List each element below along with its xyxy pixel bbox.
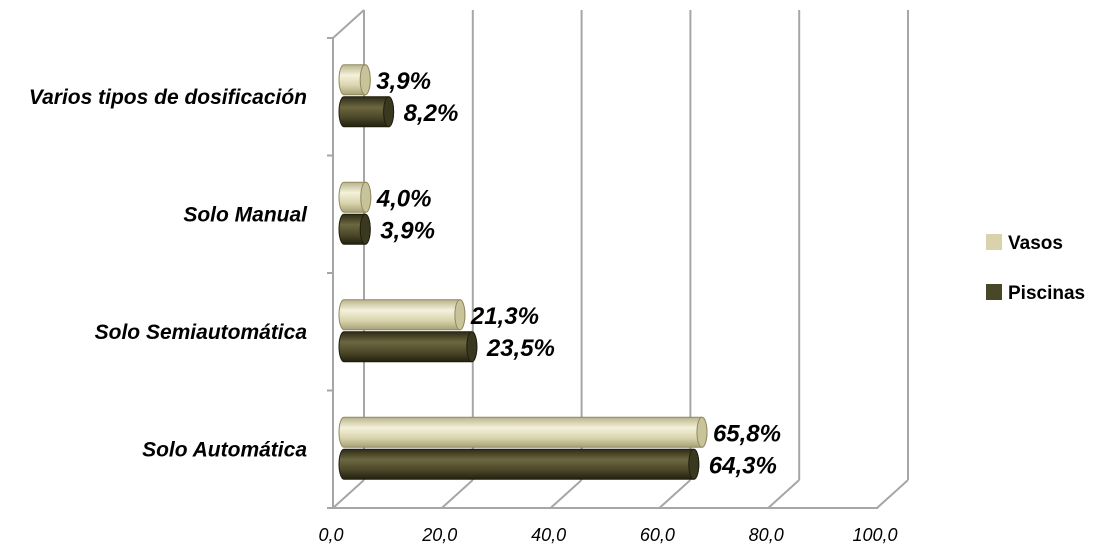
bar	[338, 448, 700, 480]
bar-cap	[688, 448, 700, 480]
legend-label: Piscinas	[1008, 283, 1085, 304]
data-label: 3,9%	[376, 68, 431, 95]
grid	[327, 9, 909, 509]
data-label: 21,3%	[470, 303, 539, 330]
labels: 0,0 20,0 40,0 60,0 80,0 100,0 Solo Automática 6…	[29, 68, 898, 545]
category-label: Solo Automática	[142, 438, 307, 461]
data-label: 8,2%	[404, 100, 459, 127]
bar-cap	[454, 299, 466, 331]
legend-label: Vasos	[1008, 233, 1063, 254]
floor-gridline	[767, 479, 800, 509]
data-label: 64,3%	[709, 452, 777, 479]
data-label: 65,8%	[713, 420, 781, 447]
floor-gridline	[441, 479, 474, 509]
bar-cap	[696, 416, 708, 448]
bar-cap	[360, 181, 372, 213]
category-label: Varios tipos de dosificación	[29, 86, 307, 109]
x-tick-label: 60,0	[640, 525, 675, 545]
x-tick-label: 80,0	[749, 525, 784, 545]
x-tick-label: 0,0	[318, 525, 343, 545]
bar-cap	[383, 96, 395, 128]
legend: Vasos Piscinas	[986, 233, 1085, 304]
wall-edge	[332, 9, 365, 39]
data-label: 4,0%	[376, 185, 432, 212]
bar-cap	[359, 213, 371, 245]
category-label: Solo Semiautomática	[95, 321, 308, 344]
x-tick-label: 100,0	[852, 525, 897, 545]
x-tick-label: 20,0	[421, 525, 457, 545]
bars	[338, 64, 708, 480]
bar-cap	[466, 331, 478, 363]
bar	[338, 299, 466, 331]
floor-gridline	[876, 479, 909, 509]
floor-gridline	[658, 479, 692, 509]
bar-cap	[359, 64, 371, 96]
category-label: Solo Manual	[183, 203, 308, 226]
legend-swatch	[986, 234, 1002, 250]
bar	[338, 331, 478, 363]
bar	[338, 416, 708, 448]
floor-gridline	[332, 479, 365, 509]
x-tick-label: 40,0	[531, 525, 566, 545]
floor-gridline	[549, 479, 583, 509]
data-label: 23,5%	[486, 335, 555, 362]
data-label: 3,9%	[380, 217, 435, 244]
legend-swatch	[986, 284, 1002, 300]
